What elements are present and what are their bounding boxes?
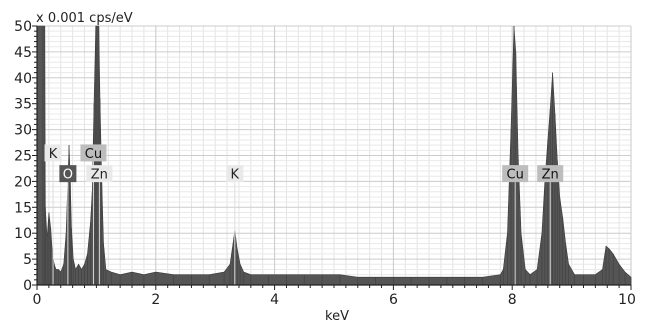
x-tick-label: 4 <box>270 292 279 308</box>
y-tick-label: 30 <box>14 123 32 139</box>
y-tick-label: 35 <box>14 97 32 113</box>
y-tick-label: 5 <box>23 252 32 268</box>
y-tick-label: 45 <box>14 45 32 61</box>
peak-label: O <box>63 168 73 183</box>
y-tick-label: 0 <box>23 278 32 294</box>
peak-label: Cu <box>507 168 524 183</box>
y-tick-label: 20 <box>14 174 32 190</box>
peak-label-box <box>80 144 107 162</box>
peak-label-box <box>86 165 113 183</box>
x-tick-label: 2 <box>151 292 160 308</box>
peak-label-box <box>44 144 62 162</box>
peak-label: Cu <box>85 147 102 162</box>
y-axis-title: x 0.001 cps/eV <box>36 11 133 26</box>
peak-label: K <box>231 168 240 183</box>
peak-label-box <box>226 165 244 183</box>
y-tick-label: 50 <box>14 19 32 35</box>
peak-label: Zn <box>91 168 108 183</box>
peak-label: Zn <box>542 168 559 183</box>
y-tick-label: 40 <box>14 71 32 87</box>
y-tick-label: 25 <box>14 149 32 165</box>
x-tick-label: 6 <box>389 292 398 308</box>
axes <box>32 25 632 290</box>
x-axis-title: keV <box>325 309 349 324</box>
peak-label-box <box>59 165 77 183</box>
peak-label: K <box>49 147 58 162</box>
tick-labels: 0 5 10 15 20 25 30 35 40 45 50 0 2 4 6 8 10 <box>14 19 636 308</box>
x-tick-label: 10 <box>618 292 636 308</box>
x-tick-label: 8 <box>508 292 517 308</box>
peak-label-box <box>537 165 564 183</box>
x-tick-label: 0 <box>33 292 42 308</box>
peak-label-box <box>502 165 529 183</box>
y-tick-label: 15 <box>14 200 32 216</box>
y-tick-label: 10 <box>14 226 32 242</box>
